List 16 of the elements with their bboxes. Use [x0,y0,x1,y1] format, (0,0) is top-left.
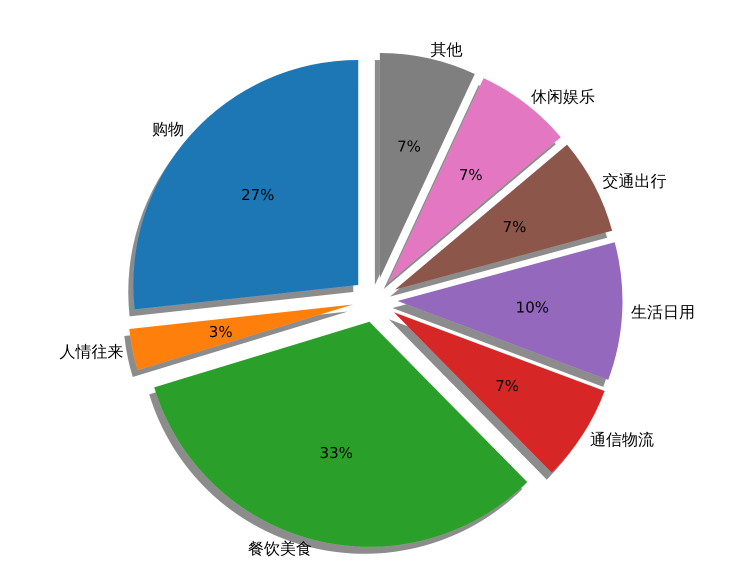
data-label: 7% [502,218,526,236]
data-label: 7% [397,137,421,156]
data-label: 7% [458,166,483,184]
data-label: 7% [495,376,520,395]
slice-label: 餐饮美食 [248,539,312,558]
slice-label: 其他 [430,40,462,60]
slice-label: 通信物流 [590,430,654,450]
slice-label: 人情往来 [60,342,124,362]
slice-label: 生活日用 [631,302,696,322]
data-label: 10% [516,298,549,317]
slice-label: 休闲娱乐 [530,86,595,106]
data-label: 3% [208,322,233,341]
data-label: 33% [320,444,353,462]
slice-label: 交通出行 [602,172,666,191]
data-label: 27% [241,186,274,204]
slice-label: 购物 [152,119,184,138]
